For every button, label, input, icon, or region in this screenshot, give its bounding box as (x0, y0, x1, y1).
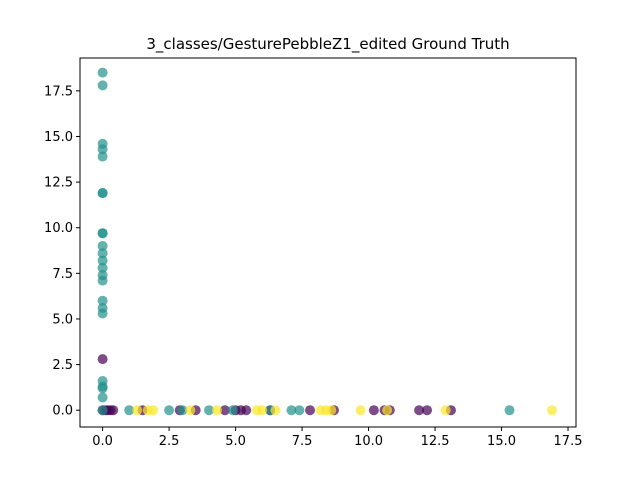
data-point (294, 405, 305, 416)
data-point (547, 405, 558, 416)
data-point (382, 405, 393, 416)
data-point (97, 188, 108, 199)
data-point (97, 80, 108, 91)
data-point (241, 405, 252, 416)
x-tick-label: 2.5 (159, 434, 180, 449)
data-point (355, 405, 366, 416)
data-point (270, 405, 281, 416)
data-point (219, 405, 230, 416)
data-point (326, 405, 337, 416)
data-point (203, 405, 214, 416)
y-tick-label: 17.5 (44, 84, 73, 99)
y-tick-label: 2.5 (52, 358, 73, 373)
plot-area-frame (79, 57, 577, 428)
data-point (227, 405, 238, 416)
data-point (97, 144, 108, 155)
data-point (97, 308, 108, 319)
x-tick-label: 5.0 (225, 434, 246, 449)
data-point (422, 405, 433, 416)
y-tick-label: 7.5 (52, 267, 73, 282)
data-point (108, 405, 119, 416)
data-point (97, 275, 108, 286)
x-tick-label: 15.0 (487, 434, 516, 449)
data-point (97, 383, 108, 394)
data-point (97, 255, 108, 266)
x-tick-label: 7.5 (292, 434, 313, 449)
data-point (177, 405, 188, 416)
data-point (257, 405, 268, 416)
data-point (97, 405, 108, 416)
data-point (132, 405, 143, 416)
data-point (97, 262, 108, 273)
y-axis: 0.0 2.5 5.0 7.5 10.0 12.5 15.0 17.5 (44, 84, 80, 419)
data-point (124, 405, 135, 416)
y-tick-label: 5.0 (52, 312, 73, 327)
data-point (368, 405, 379, 416)
data-point (148, 405, 159, 416)
x-axis: 0.0 2.5 5.0 7.5 10.0 12.5 15.0 17.5 (92, 427, 582, 449)
x-tick-label: 12.5 (421, 434, 450, 449)
y-tick-label: 10.0 (44, 221, 73, 236)
y-tick-label: 0.0 (52, 404, 73, 419)
data-point (414, 405, 425, 416)
y-tick-label: 15.0 (44, 130, 73, 145)
y-tick-label: 12.5 (44, 176, 73, 191)
data-point (286, 405, 297, 416)
chart-title: 3_classes/GesturePebbleZ1_edited Ground … (146, 35, 509, 54)
data-point (211, 405, 222, 416)
points-layer (97, 67, 558, 416)
data-point (97, 295, 108, 306)
data-point (97, 151, 108, 162)
data-point (440, 405, 451, 416)
data-point (97, 248, 108, 259)
data-point (97, 392, 108, 403)
data-point (185, 405, 196, 416)
x-tick-label: 10.0 (354, 434, 383, 449)
data-point (97, 228, 108, 239)
data-point (97, 240, 108, 251)
data-point (97, 354, 108, 365)
data-point (305, 405, 316, 416)
data-point (504, 405, 515, 416)
data-point (97, 67, 108, 78)
x-tick-label: 0.0 (92, 434, 113, 449)
data-point (164, 405, 175, 416)
x-tick-label: 17.5 (554, 434, 583, 449)
